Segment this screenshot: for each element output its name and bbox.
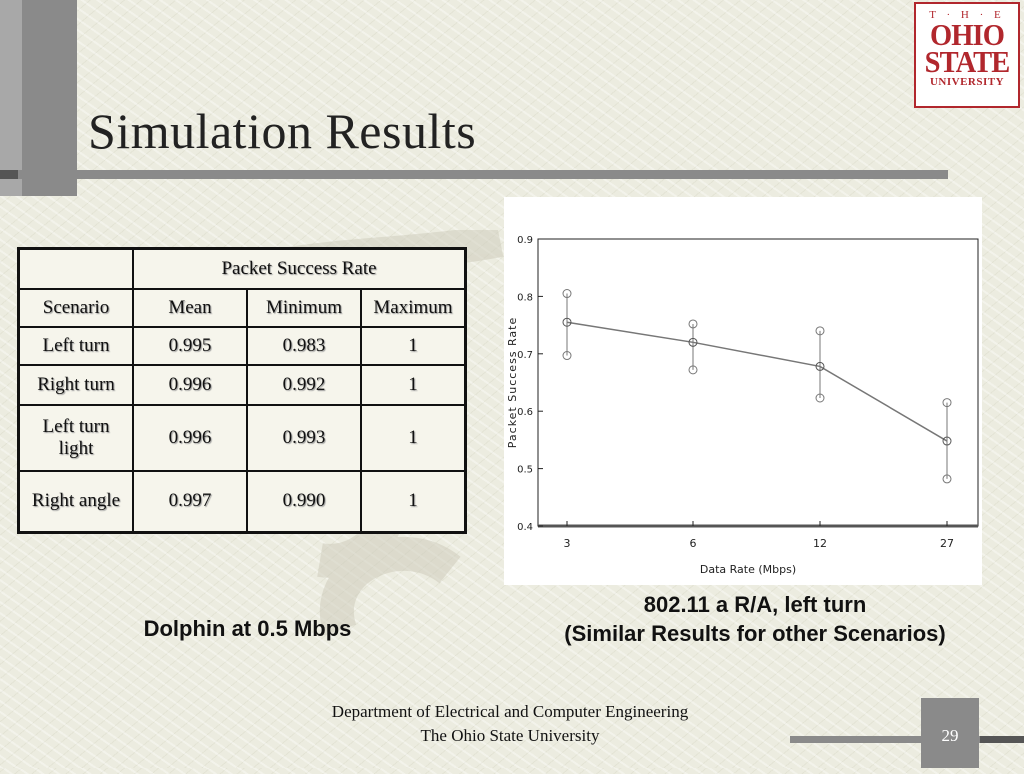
ohio-state-logo: T · H · E OHIO STATE UNIVERSITY [914,2,1020,108]
max-cell: 1 [360,325,467,366]
y-tick-label: 0.8 [517,292,533,303]
chart-panel: 0.4 0.5 0.6 0.7 0.8 0.9 3 6 12 27 Data Rate (Mbps)… [504,197,982,585]
mean-point [688,337,698,347]
chart-caption-line: (Similar Results for other Scenarios) [564,621,946,646]
x-tick-label: 12 [813,537,827,550]
footer-rule-end [980,736,1024,743]
min-cell: 0.993 [246,403,362,472]
scenario-line: light [58,437,94,459]
footer-department: Department of Electrical and Computer En… [331,702,689,721]
min-cell: 0.990 [246,469,362,534]
lower-point [815,393,825,403]
footer-university: The Ohio State University [420,726,600,745]
upper-point [815,326,825,336]
chart-caption: 802.11 a R/A, left turn (Similar Results… [530,590,980,648]
y-axis-label: Packet Success Rate [506,317,519,448]
title-rule-end [0,170,18,179]
mean-cell: 0.997 [132,469,248,534]
upper-point [562,289,572,299]
packet-success-chart: 0.4 0.5 0.6 0.7 0.8 0.9 3 6 12 27 Data Rate (Mbps)… [506,235,979,576]
y-tick-label: 0.4 [517,522,533,533]
y-tick-label: 0.9 [517,235,533,246]
table-row: Left turn 0.995 0.983 1 [17,325,467,366]
table-caption: Dolphin at 0.5 Mbps [143,616,352,641]
slide-title: Simulation Results [88,103,477,159]
mean-cell: 0.995 [132,325,248,366]
scenario-cell: Right turn [17,363,134,406]
y-tick-label: 0.7 [517,350,533,361]
mean-point [942,436,952,446]
footer-rule [790,736,1024,743]
upper-point [942,398,952,408]
y-tick-label: 0.6 [517,407,533,418]
max-cell: 1 [360,469,467,534]
table-row: Left turn light 0.996 0.993 1 [17,403,467,472]
x-tick-label: 3 [564,537,571,550]
chart-caption-line: 802.11 a R/A, left turn [643,592,867,617]
table-row: Right angle 0.997 0.990 1 [17,469,467,534]
x-axis-label: Data Rate (Mbps) [700,563,796,576]
table-row: Right turn 0.996 0.992 1 [17,363,467,406]
mean-cell: 0.996 [132,403,248,472]
plot-frame [537,238,979,527]
max-cell: 1 [360,403,467,472]
min-cell: 0.992 [246,363,362,406]
x-tick-label: 27 [940,537,954,550]
title-rule [0,170,948,179]
table-corner-cell [17,247,134,290]
column-header: Scenario [17,287,134,328]
mean-cell: 0.996 [132,363,248,406]
upper-point [688,319,698,329]
results-table: Packet Success Rate Scenario Mean Minimu… [17,247,467,534]
mean-point [562,317,572,327]
scenario-cell: Right angle [17,469,134,534]
column-header: Minimum [246,287,362,328]
min-cell: 0.983 [246,325,362,366]
lower-point [942,474,952,484]
mean-point [815,361,825,371]
left-accent-bar [0,0,77,196]
table-group-header: Packet Success Rate [132,247,467,290]
column-header: Maximum [360,287,467,328]
lower-point [562,351,572,361]
y-tick-label: 0.5 [517,465,533,476]
page-number: 29 [921,698,979,768]
scenario-line: Left turn [42,415,110,437]
scenario-cell: Left turn [17,325,134,366]
table-header-row: Packet Success Rate [17,247,467,290]
x-tick-label: 6 [690,537,697,550]
footer: Department of Electrical and Computer En… [280,700,740,748]
series-line [566,321,948,442]
scenario-cell: Left turn light [17,403,134,472]
column-header: Mean [132,287,248,328]
table-column-row: Scenario Mean Minimum Maximum [17,287,467,328]
max-cell: 1 [360,363,467,406]
lower-point [688,365,698,375]
